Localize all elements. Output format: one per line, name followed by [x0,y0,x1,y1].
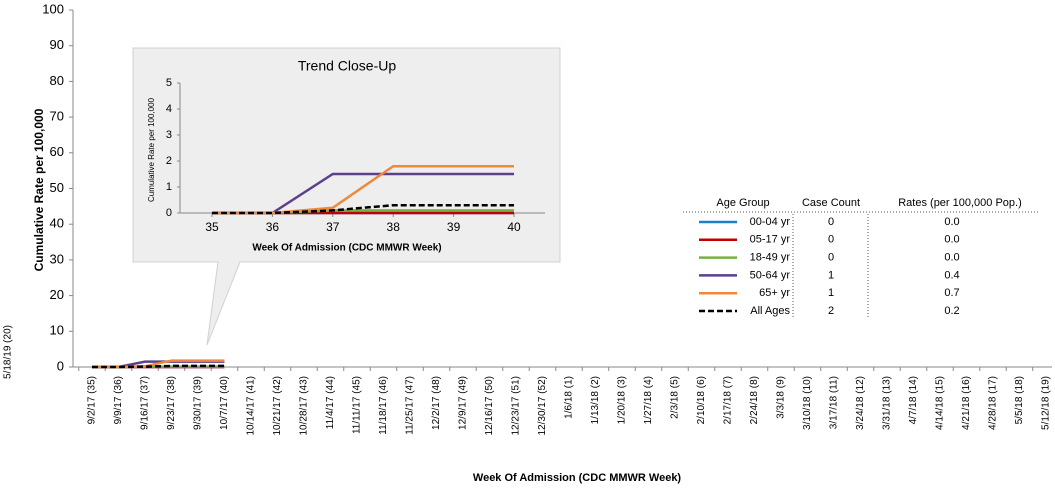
y-tick-label: 80 [50,73,64,88]
series-line [92,364,225,369]
legend-label: 00-04 yr [750,216,791,228]
x-tick-label: 9/23/17 (38) [166,376,177,430]
x-tick-label: 10/21/17 (42) [272,376,283,436]
rate: 0.0 [944,234,959,246]
case-count: 2 [828,305,834,317]
y-tick-label: 90 [50,37,64,52]
x-tick-label: 1/27/18 (4) [643,376,654,424]
y-tick-label: 50 [50,180,64,195]
x-tick-label: 11/11/17 (45) [352,376,363,434]
x-tick-label: 12/9/17 (49) [458,376,469,430]
legend-label: 65+ yr [759,287,790,299]
x-tick-label: 9/30/17 (39) [193,376,204,430]
close-up-y-tick-label: 1 [166,181,172,193]
close-up-y-tick-label: 3 [166,129,172,141]
close-up-y-title: Cumulative Rate per 100,000 [147,97,156,202]
close-up-x-tick-label: 39 [447,220,461,234]
case-count: 0 [828,252,834,264]
x-tick-label: 2/17/18 (7) [723,376,734,424]
x-tick-label: 2/24/18 (8) [749,376,760,424]
legend-label: 50-64 yr [750,269,791,281]
x-tick-label: 4/21/18 (16) [961,376,972,430]
y-tick-label: 60 [50,144,64,159]
x-tick-label: 1/6/18 (1) [564,376,575,419]
x-tick-label: 11/25/17 (47) [405,376,416,435]
x-tick-label: 1/13/18 (2) [590,376,601,424]
x-tick-label: 12/16/17 (50) [484,376,495,436]
x-tick-label: 3/17/18 (11) [829,376,840,429]
x-tick-label: 2/3/18 (5) [670,376,681,419]
legend-label: All Ages [750,305,790,317]
close-up-y-tick-label: 4 [166,103,172,115]
x-tick-label: 12/23/17 (51) [511,376,522,436]
x-tick-label: 10/28/17 (43) [299,376,310,436]
y-tick-label: 30 [50,251,64,266]
x-tick-label: 9/2/17 (35) [87,376,98,424]
close-up-x-tick-label: 35 [205,220,219,234]
case-count: 0 [828,216,834,228]
x-tick-label: 11/18/17 (46) [378,376,389,435]
rate: 0.2 [944,305,959,317]
legend-label: 18-49 yr [750,252,791,264]
x-tick-label: 10/14/17 (41) [246,376,257,436]
x-tick-label: 4/14/18 (15) [935,376,946,430]
close-up-y-tick-label: 0 [166,207,172,219]
close-up-x-tick-label: 36 [266,220,280,234]
close-up-y-tick-label: 5 [166,77,172,89]
x-tick-label: 12/30/17 (52) [537,376,548,436]
case-count: 1 [828,269,834,281]
series-line [212,203,514,215]
x-tick-label: 4/7/18 (14) [908,376,919,424]
x-tick-label: 10/7/17 (40) [219,376,230,430]
x-tick-label: 12/2/17 (48) [431,376,442,430]
case-count: 1 [828,287,834,299]
close-up-y-tick-label: 2 [166,155,172,167]
y-tick-label: 20 [50,287,64,302]
table-header: Case Count [802,197,860,209]
close-up-x-tick-label: 40 [507,220,521,234]
x-tick-label: 9/9/17 (36) [113,376,124,424]
edge-label: 5/18/19 (20) [3,325,14,379]
close-up-x-title: Week Of Admission (CDC MMWR Week) [252,243,441,254]
x-tick-label: 3/31/18 (13) [882,376,893,430]
close-up-panel [132,47,561,346]
y-tick-label: 70 [50,109,64,124]
close-up-x-tick-label: 38 [387,220,401,234]
x-tick-label: 11/4/17 (44) [325,376,336,429]
x-tick-label: 9/16/17 (37) [140,376,151,430]
y-tick-label: 10 [50,323,64,338]
x-tick-label: 1/20/18 (3) [617,376,628,424]
x-axis-title: Week Of Admission (CDC MMWR Week) [473,472,682,484]
x-tick-label: 2/10/18 (6) [696,376,707,424]
case-count: 0 [828,234,834,246]
x-tick-label: 5/5/18 (18) [1014,376,1025,424]
rate: 0.4 [944,269,959,281]
legend-label: 05-17 yr [750,234,791,246]
y-tick-label: 100 [42,1,64,16]
rate: 0.7 [944,287,959,299]
y-axis-title: Cumulative Rate per 100,000 [32,108,46,271]
y-tick-label: 0 [57,358,64,373]
x-tick-label: 3/24/18 (12) [855,376,866,430]
x-tick-label: 3/3/18 (9) [776,376,787,419]
close-up-title: Trend Close-Up [298,58,397,74]
table-header: Age Group [716,197,769,209]
rate: 0.0 [944,216,959,228]
y-tick-label: 40 [50,216,64,231]
rate: 0.0 [944,252,959,264]
close-up-x-tick-label: 37 [326,220,340,234]
x-tick-label: 3/10/18 (10) [802,376,813,430]
x-tick-label: 4/28/18 (17) [988,376,999,430]
table-header: Rates (per 100,000 Pop.) [898,197,1022,209]
x-tick-label: 5/12/18 (19) [1041,376,1052,430]
